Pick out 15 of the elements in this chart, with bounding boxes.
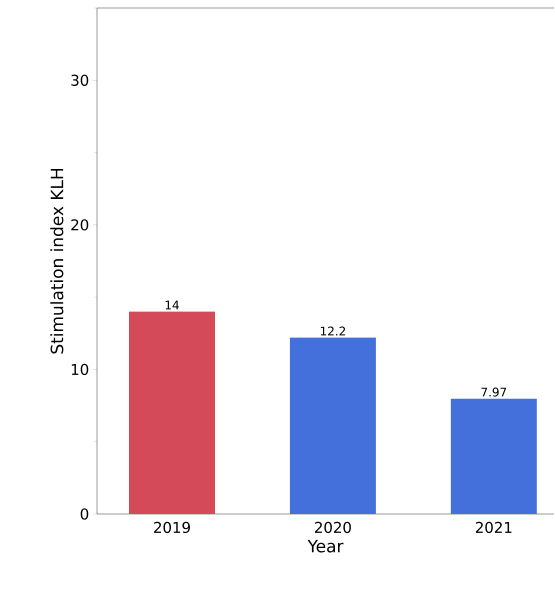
x-axis-title: Year	[308, 540, 344, 552]
data-label: 7.97	[482, 388, 506, 397]
bar	[290, 338, 376, 514]
x-tick-label: 2019	[154, 522, 190, 534]
bar	[450, 398, 537, 514]
data-label: 12.2	[320, 326, 346, 336]
x-tick-label: 2021	[476, 522, 512, 534]
y-tick-label: 20	[71, 219, 88, 231]
bar	[128, 312, 215, 514]
x-tick-label: 2020	[314, 522, 351, 534]
y-tick-label: 10	[72, 364, 88, 376]
y-axis-title: Stimulation index KLH	[50, 169, 64, 354]
y-tick-label: 0	[80, 508, 88, 520]
y-tick-label: 30	[71, 74, 88, 86]
data-label: 14	[166, 300, 179, 310]
